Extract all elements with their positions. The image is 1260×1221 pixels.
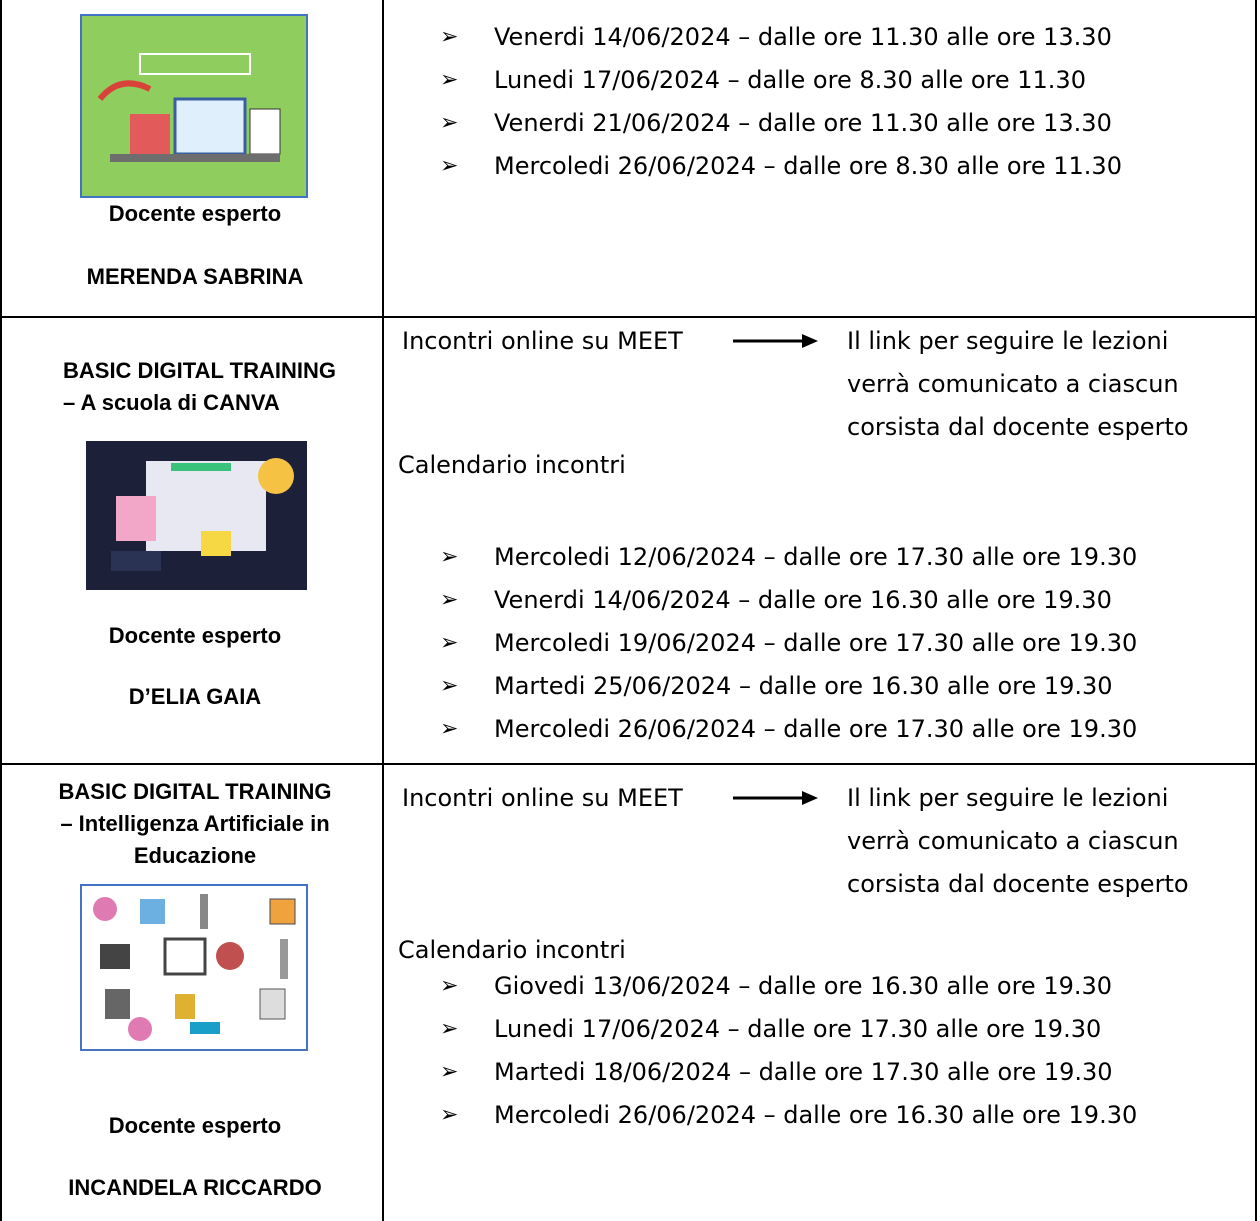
schedule-item: Martedi 25/06/2024 – dalle ore 16.30 all… (494, 672, 1113, 700)
bullet: ➢ (440, 67, 459, 93)
bullet: ➢ (440, 544, 459, 570)
schedule-item: Venerdi 14/06/2024 – dalle ore 11.30 all… (494, 23, 1112, 51)
bullet: ➢ (440, 24, 459, 50)
link-note: verrà comunicato a ciascun (847, 370, 1179, 398)
border (0, 0, 2, 1221)
schedule-item: Lunedi 17/06/2024 – dalle ore 17.30 alle… (494, 1015, 1102, 1043)
link-note: Il link per seguire le lezioni (847, 327, 1169, 355)
border (1255, 0, 1257, 1221)
link-note: Il link per seguire le lezioni (847, 784, 1169, 812)
illustration (80, 14, 308, 198)
course-title: BASIC DIGITAL TRAINING (58, 779, 332, 804)
docente-name: INCANDELA RICCARDO (68, 1175, 322, 1200)
schedule-item: Mercoledi 26/06/2024 – dalle ore 16.30 a… (494, 1101, 1138, 1129)
bullet: ➢ (440, 673, 459, 699)
meet-label: Incontri online su MEET (402, 327, 683, 355)
border (0, 763, 1257, 765)
docente-label: Docente esperto (108, 201, 282, 226)
calendar-label: Calendario incontri (398, 451, 626, 479)
course-title: BASIC DIGITAL TRAINING (63, 358, 336, 383)
link-note: corsista dal docente esperto (847, 870, 1189, 898)
border (0, 316, 1257, 318)
calendar-label: Calendario incontri (398, 936, 626, 964)
bullet: ➢ (440, 716, 459, 742)
border (382, 0, 384, 1221)
bullet: ➢ (440, 630, 459, 656)
arrow (733, 334, 818, 348)
schedule-item: Mercoledi 26/06/2024 – dalle ore 17.30 a… (494, 715, 1138, 743)
schedule-item: Giovedi 13/06/2024 – dalle ore 16.30 all… (494, 972, 1113, 1000)
schedule-item: Mercoledi 12/06/2024 – dalle ore 17.30 a… (494, 543, 1138, 571)
schedule-item: Martedi 18/06/2024 – dalle ore 17.30 all… (494, 1058, 1113, 1086)
course-title: – Intelligenza Artificiale in (60, 811, 330, 836)
illustration (80, 884, 308, 1051)
schedule-item: Mercoledi 19/06/2024 – dalle ore 17.30 a… (494, 629, 1138, 657)
bullet: ➢ (440, 1059, 459, 1085)
schedule-item: Mercoledi 26/06/2024 – dalle ore 8.30 al… (494, 152, 1122, 180)
docente-name: D’ELIA GAIA (128, 684, 262, 709)
meet-label: Incontri online su MEET (402, 784, 683, 812)
link-note: verrà comunicato a ciascun (847, 827, 1179, 855)
docente-label: Docente esperto (108, 623, 282, 648)
docente-label: Docente esperto (108, 1113, 282, 1138)
course-title: Educazione (133, 843, 257, 868)
schedule-item: Venerdi 14/06/2024 – dalle ore 16.30 all… (494, 586, 1112, 614)
docente-name: MERENDA SABRINA (86, 264, 304, 289)
bullet: ➢ (440, 1102, 459, 1128)
bullet: ➢ (440, 110, 459, 136)
link-note: corsista dal docente esperto (847, 413, 1189, 441)
arrow (733, 791, 818, 805)
bullet: ➢ (440, 1016, 459, 1042)
schedule-item: Lunedi 17/06/2024 – dalle ore 8.30 alle … (494, 66, 1086, 94)
bullet: ➢ (440, 587, 459, 613)
bullet: ➢ (440, 973, 459, 999)
course-title: – A scuola di CANVA (63, 390, 280, 415)
illustration (86, 441, 307, 590)
schedule-item: Venerdi 21/06/2024 – dalle ore 11.30 all… (494, 109, 1112, 137)
bullet: ➢ (440, 153, 459, 179)
